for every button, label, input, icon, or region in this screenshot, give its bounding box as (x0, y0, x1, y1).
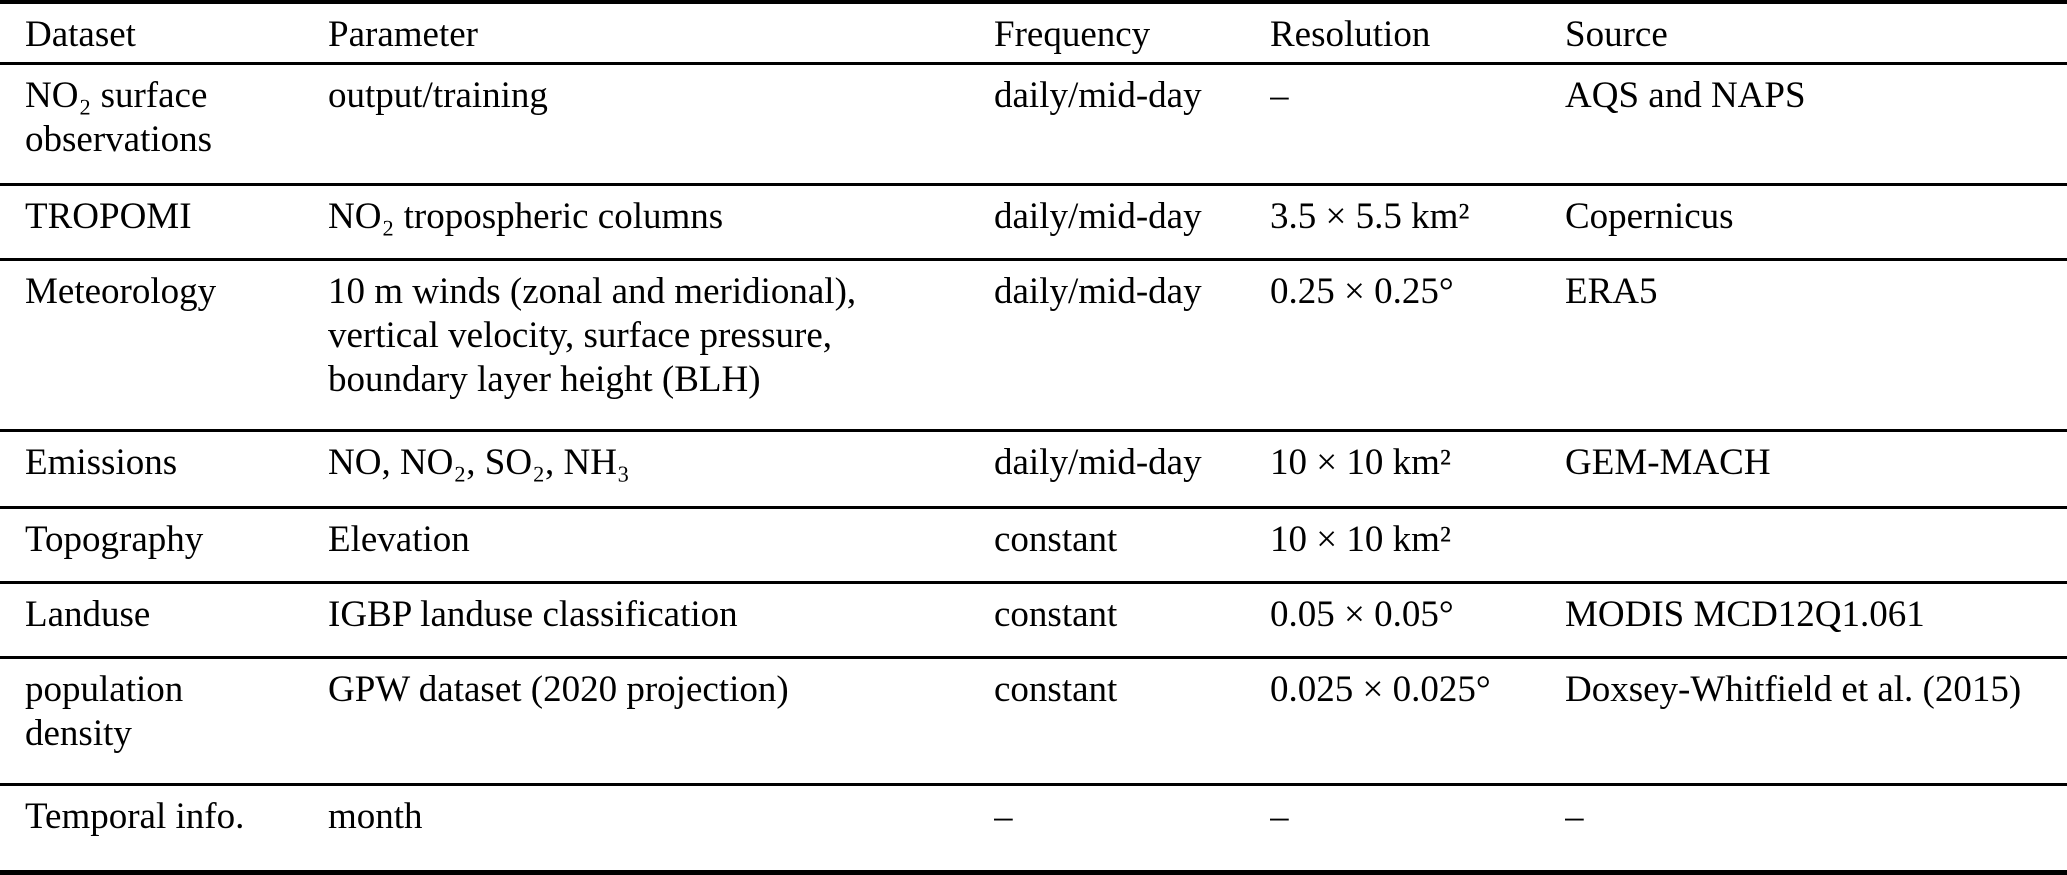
cell-source: Copernicus (1565, 196, 1734, 237)
table-header-row: Dataset Parameter Frequency Resolution S… (0, 4, 2067, 65)
cell-resolution: 10 × 10 km² (1270, 519, 1451, 560)
cell-dataset: Meteorology (25, 271, 217, 312)
column-header-resolution: Resolution (1270, 14, 1431, 55)
cell-frequency: constant (994, 594, 1118, 635)
cell-resolution: 10 × 10 km² (1270, 442, 1451, 483)
cell-dataset: TROPOMI (25, 196, 192, 237)
table-row-no2-surface-observations: NO₂ surface observations output/training… (0, 65, 2067, 186)
table-row-topography: Topography Elevation constant 10 × 10 km… (0, 509, 2067, 584)
table-row-landuse: Landuse IGBP landuse classification cons… (0, 584, 2067, 659)
cell-frequency: daily/mid-day (994, 442, 1202, 483)
cell-source: ERA5 (1565, 271, 1658, 312)
column-header-dataset: Dataset (25, 14, 136, 55)
cell-resolution: 3.5 × 5.5 km² (1270, 196, 1470, 237)
cell-parameter: NO₂ tropospheric columns (328, 196, 724, 237)
cell-parameter: output/training (328, 75, 548, 116)
cell-resolution: – (1270, 796, 1289, 837)
table-row-emissions: Emissions NO, NO₂, SO₂, NH₃ daily/mid-da… (0, 432, 2067, 509)
column-header-parameter: Parameter (328, 14, 478, 55)
cell-source: MODIS MCD12Q1.061 (1565, 594, 1925, 635)
cell-dataset: NO₂ surface observations (25, 75, 213, 160)
cell-dataset: Landuse (25, 594, 151, 635)
cell-resolution: 0.25 × 0.25° (1270, 271, 1454, 312)
cell-frequency: constant (994, 669, 1118, 710)
cell-parameter: Elevation (328, 519, 470, 560)
cell-parameter: IGBP landuse classification (328, 594, 738, 635)
cell-source: Doxsey-Whitfield et al. (2015) (1565, 669, 2022, 710)
cell-source: AQS and NAPS (1565, 75, 1806, 116)
cell-dataset: Temporal info. (25, 796, 245, 837)
cell-source: GEM-MACH (1565, 442, 1771, 483)
cell-parameter: NO, NO₂, SO₂, NH₃ (328, 442, 630, 483)
table-row-meteorology: Meteorology 10 m winds (zonal and meridi… (0, 261, 2067, 432)
table-row-temporal-info: Temporal info. month – – – (0, 786, 2067, 870)
cell-dataset: Topography (25, 519, 204, 560)
column-header-source: Source (1565, 14, 1668, 55)
cell-parameter: GPW dataset (2020 projection) (328, 669, 789, 710)
cell-source (1565, 509, 2067, 581)
cell-frequency: daily/mid-day (994, 271, 1202, 312)
cell-source: – (1565, 796, 1584, 837)
cell-frequency: constant (994, 519, 1118, 560)
column-header-frequency: Frequency (994, 14, 1151, 55)
cell-frequency: daily/mid-day (994, 196, 1202, 237)
table-row-population-density: population density GPW dataset (2020 pro… (0, 659, 2067, 786)
cell-resolution: 0.025 × 0.025° (1270, 669, 1491, 710)
cell-resolution: – (1270, 75, 1289, 116)
table-row-tropomi: TROPOMI NO₂ tropospheric columns daily/m… (0, 186, 2067, 261)
cell-frequency: – (994, 796, 1013, 837)
cell-dataset: population density (25, 669, 184, 754)
cell-parameter: month (328, 796, 423, 837)
cell-parameter: 10 m winds (zonal and meridional), verti… (328, 271, 857, 400)
cell-dataset: Emissions (25, 442, 178, 483)
cell-resolution: 0.05 × 0.05° (1270, 594, 1454, 635)
cell-frequency: daily/mid-day (994, 75, 1202, 116)
